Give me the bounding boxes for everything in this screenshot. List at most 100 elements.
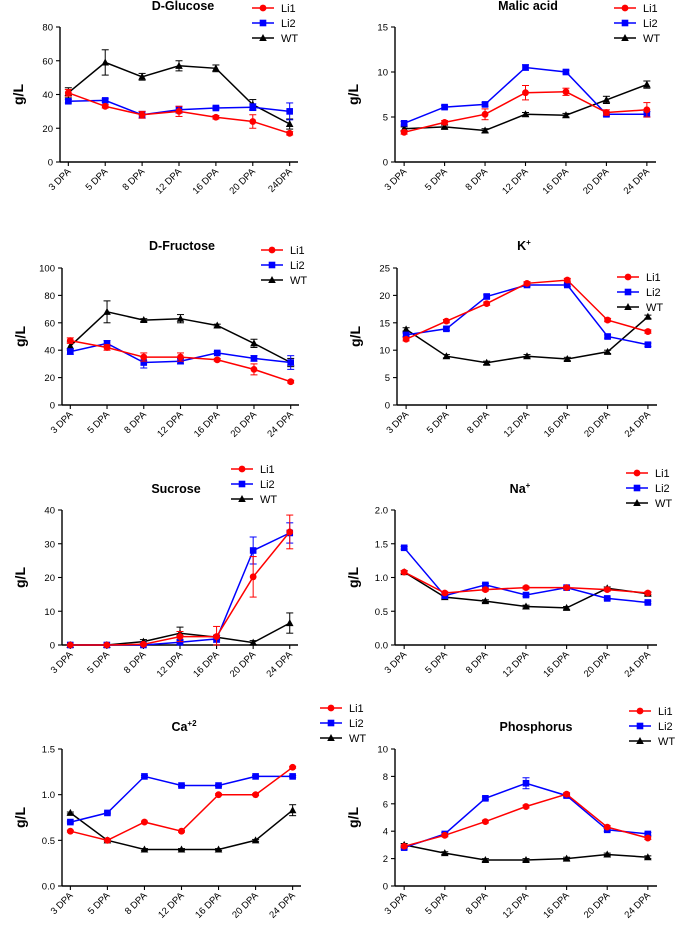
legend: Li1 Li2 WT (626, 468, 672, 510)
x-tick-label: 3 DPA (383, 166, 410, 193)
x-tick-label: 3 DPA (47, 166, 74, 193)
x-tick-label: 8 DPA (123, 890, 150, 917)
data-point (289, 763, 297, 771)
x-tick-label: 24 DPA (623, 409, 654, 440)
legend-marker (238, 465, 246, 473)
x-tick-label: 16 DPA (192, 409, 223, 440)
x-tick-label: 16 DPA (541, 890, 572, 921)
data-point (176, 633, 184, 640)
data-point (563, 584, 571, 592)
legend-marker (621, 4, 629, 12)
legend: Li1 Li2 WT (617, 272, 663, 314)
data-point (249, 118, 257, 125)
series-li2 (400, 777, 652, 851)
x-tick-label: 24 DPA (623, 649, 654, 680)
y-tick-label: 10 (44, 607, 55, 618)
data-point (402, 325, 410, 333)
x-tick-label: 12 DPA (156, 890, 187, 921)
x-tick-label: 5 DPA (85, 649, 112, 676)
y-axis-label: g/L (345, 807, 361, 828)
data-point (603, 595, 611, 602)
series-wt (400, 840, 652, 863)
data-point (562, 111, 570, 119)
y-axis-label: g/L (345, 567, 361, 588)
series-wt (400, 80, 651, 134)
data-point (644, 830, 652, 838)
data-point (249, 547, 257, 554)
data-point (140, 359, 148, 366)
legend: Li1 Li2 WT (231, 464, 277, 506)
data-point (104, 836, 111, 844)
chart-panel-6: 0.0 0.5 1.0 1.5 2.0 3 DPA 5 DPA 8 DPA 12 DPA 16 D… (345, 468, 672, 680)
x-tick-label: 24DPA (266, 166, 295, 195)
data-point (66, 337, 74, 345)
x-tick-label: 16 DPA (191, 649, 222, 680)
data-point (103, 340, 111, 347)
legend-label: Li2 (646, 287, 661, 299)
x-tick-label: 16 DPA (541, 166, 572, 197)
data-point (482, 358, 491, 366)
y-tick-label: 0.0 (42, 882, 55, 893)
data-point (644, 589, 652, 597)
data-point (523, 352, 531, 360)
data-point (103, 307, 111, 315)
series-wt (402, 312, 652, 366)
legend-label: Li2 (643, 18, 658, 30)
data-point (603, 109, 610, 116)
legend-label: WT (655, 498, 672, 510)
data-point (522, 602, 530, 610)
legend-label: WT (646, 302, 663, 314)
x-tick-label: 8 DPA (465, 409, 492, 436)
data-point (443, 325, 450, 333)
legend-marker (633, 484, 641, 492)
data-point (522, 584, 530, 592)
legend-marker (259, 4, 267, 12)
data-point (103, 344, 111, 351)
data-point (103, 641, 111, 649)
data-point (644, 834, 652, 842)
data-point (252, 773, 259, 780)
data-point (67, 818, 74, 826)
chart-panel-5: 0 10 20 30 40 3 DPA 5 DPA 8 DPA 12 DPA 16 DPA 20 D… (12, 464, 298, 680)
x-tick-label: 20 DPA (229, 409, 260, 440)
x-tick-label: 20 DPA (582, 409, 613, 440)
x-tick-label: 5 DPA (84, 166, 111, 193)
data-point (215, 782, 222, 789)
data-point (178, 782, 185, 789)
data-point (440, 849, 449, 857)
x-tick-label: 20 DPA (582, 649, 613, 680)
data-point (522, 591, 530, 599)
chart-title: Ca+2 (171, 719, 197, 734)
x-tick-label: 8 DPA (464, 649, 491, 676)
y-tick-label: 80 (44, 291, 55, 302)
x-tick-label: 5 DPA (425, 409, 452, 436)
data-point (402, 335, 410, 343)
data-point (213, 349, 221, 357)
data-point (66, 808, 75, 816)
data-point (562, 68, 570, 76)
y-tick-label: 0.0 (375, 641, 388, 652)
y-tick-label: 20 (44, 573, 55, 584)
y-tick-label: 5 (385, 373, 390, 384)
data-point (400, 544, 408, 552)
data-point (440, 122, 449, 130)
chart-title: D-Fructose (149, 239, 215, 253)
y-tick-label: 60 (42, 56, 53, 67)
legend-label: WT (281, 33, 298, 45)
data-point (644, 328, 652, 335)
y-tick-label: 30 (44, 539, 55, 550)
data-point (603, 586, 611, 594)
data-point (400, 128, 408, 136)
x-tick-label: 20 DPA (230, 890, 261, 921)
y-axis-label: g/L (12, 567, 28, 588)
legend-label: Li1 (658, 706, 673, 718)
data-point (251, 836, 260, 844)
legend-label: Li2 (260, 479, 275, 491)
data-point (252, 791, 259, 799)
x-tick-label: 16 DPA (191, 166, 222, 197)
y-tick-label: 100 (39, 264, 55, 275)
data-point (287, 378, 295, 386)
legend: Li1 Li2 WT (614, 3, 660, 45)
series-li2 (66, 773, 297, 826)
